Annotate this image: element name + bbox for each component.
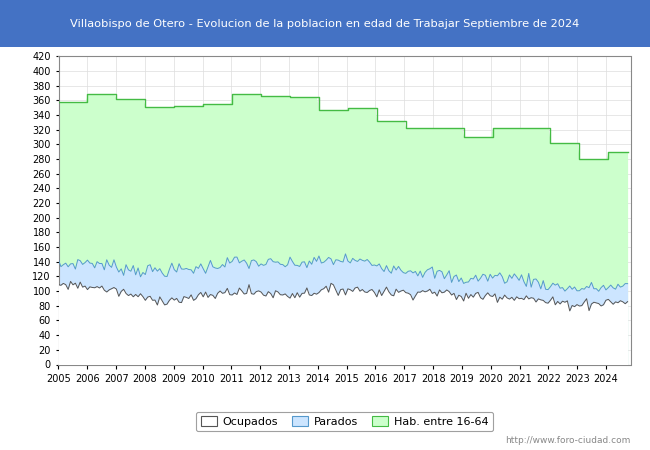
Text: http://www.foro-ciudad.com: http://www.foro-ciudad.com (505, 436, 630, 445)
Text: Villaobispo de Otero - Evolucion de la poblacion en edad de Trabajar Septiembre : Villaobispo de Otero - Evolucion de la p… (70, 18, 580, 29)
Legend: Ocupados, Parados, Hab. entre 16-64: Ocupados, Parados, Hab. entre 16-64 (196, 412, 493, 432)
